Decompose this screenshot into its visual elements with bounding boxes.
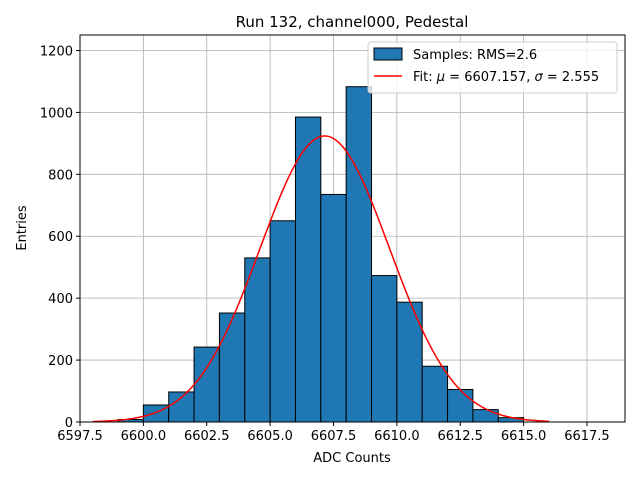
legend-fit-sigma-symbol: σ	[535, 70, 544, 85]
histogram-bar	[269, 220, 296, 423]
histogram-bar	[421, 365, 449, 423]
x-tick-label: 6602.5	[184, 429, 230, 444]
legend-fit-prefix: Fit:	[413, 70, 437, 85]
histogram-bars	[117, 86, 525, 423]
legend-label-fit: Fit: μ = 6607.157, σ = 2.555	[413, 70, 599, 85]
x-axis-ticks: 6597.5 6600.0 6602.5 6605.0 6607.5 6610.0 6612…	[57, 422, 610, 444]
x-tick-label: 6612.5	[437, 429, 483, 444]
histogram-bar	[320, 193, 347, 423]
y-tick-label: 1000	[40, 106, 73, 121]
y-tick-label: 0	[65, 416, 73, 431]
histogram-bar	[142, 404, 170, 423]
x-tick-label: 6617.5	[564, 429, 610, 444]
legend-label-samples: Samples: RMS=2.6	[413, 48, 537, 63]
histogram-bar	[218, 312, 246, 423]
fit-curve	[92, 135, 549, 423]
y-tick-label: 400	[48, 292, 73, 307]
legend-fit-mu-value: = 6607.157,	[445, 70, 534, 85]
histogram-bar	[447, 388, 474, 423]
y-tick-label: 200	[48, 354, 73, 369]
legend-fit-mu-symbol: μ	[436, 70, 445, 85]
chart-title: Run 132, channel000, Pedestal	[236, 13, 469, 31]
histogram-bar	[294, 116, 322, 423]
x-tick-label: 6607.5	[311, 429, 357, 444]
x-tick-label: 6597.5	[57, 429, 103, 444]
histogram-bar	[345, 86, 373, 423]
y-tick-label: 800	[48, 168, 73, 183]
histogram-bar	[371, 275, 398, 423]
histogram-bar	[193, 346, 220, 423]
histogram-bar	[244, 257, 271, 423]
legend-box	[367, 41, 618, 94]
x-tick-label: 6605.0	[247, 429, 293, 444]
x-axis-label: ADC Counts	[313, 451, 391, 466]
x-tick-label: 6610.0	[374, 429, 420, 444]
x-tick-label: 6615.0	[501, 429, 547, 444]
legend-swatch-samples	[373, 47, 403, 61]
legend-fit-sigma-value: = 2.555	[543, 70, 599, 85]
legend: Samples: RMS=2.6 Fit: μ = 6607.157, σ = …	[367, 41, 618, 94]
plot-frame	[79, 34, 626, 423]
y-axis-label: Entries	[15, 205, 30, 251]
y-axis-ticks: 0 200 400 600 800 1000 1200	[40, 44, 80, 431]
histogram-bar	[472, 409, 499, 423]
y-tick-label: 600	[48, 230, 73, 245]
x-tick-label: 6600.0	[121, 429, 167, 444]
y-tick-label: 1200	[40, 44, 73, 59]
